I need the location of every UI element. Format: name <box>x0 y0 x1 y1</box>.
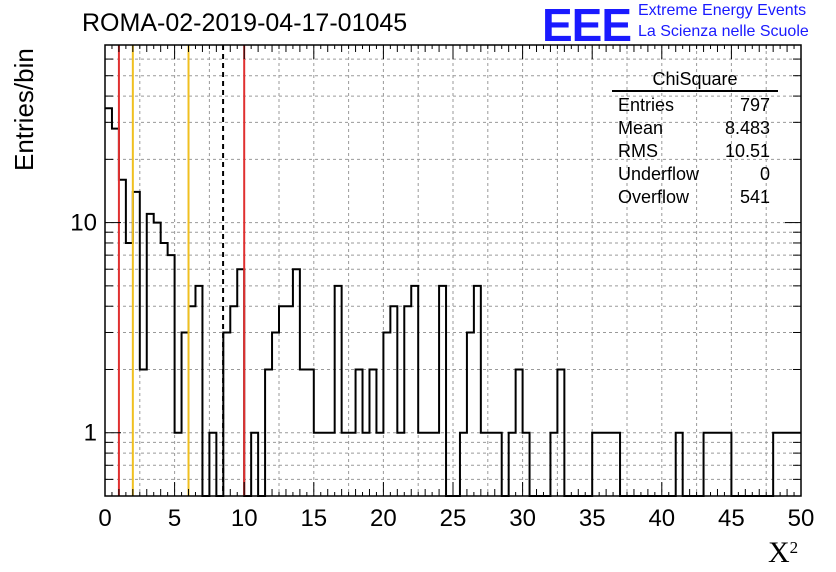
stats-row: Underflow 0 <box>612 163 778 186</box>
stats-value: 797 <box>739 95 770 115</box>
eee-logo-line2: La Scienza nelle Scuole <box>638 23 809 40</box>
stats-row: RMS 10.51 <box>612 140 778 163</box>
stats-label: Underflow <box>618 164 700 184</box>
x-tick-label: 40 <box>648 505 675 532</box>
x-tick-label: 15 <box>300 505 327 532</box>
x-tick-label: 25 <box>440 505 467 532</box>
stats-value: 10.51 <box>724 141 770 161</box>
stats-title: ChiSquare <box>652 69 738 89</box>
eee-logo-line1: Extreme Energy Events <box>638 2 807 19</box>
y-tick-label: 1 <box>84 420 97 447</box>
stats-row: Mean 8.483 <box>612 117 778 140</box>
y-tick-label: 10 <box>70 210 97 237</box>
x-tick-label: 50 <box>788 505 815 532</box>
stats-value: 0 <box>759 164 770 184</box>
x-tick-label: 5 <box>168 505 181 532</box>
eee-logo-letters: EEE <box>542 0 632 51</box>
stats-label: Entries <box>618 95 675 115</box>
x-axis-label: X2 <box>768 536 799 569</box>
stats-divider <box>612 90 778 92</box>
stats-row: Overflow 541 <box>612 186 778 209</box>
x-tick-label: 0 <box>98 505 111 532</box>
stats-label: RMS <box>618 141 658 161</box>
stats-box: ChiSquare Entries 797 Mean 8.483 RMS 10.51 Und… <box>612 68 778 209</box>
stats-rows: Entries 797 Mean 8.483 RMS 10.51 Underflow 0 Ove… <box>612 94 778 209</box>
stats-row: Entries 797 <box>612 94 778 117</box>
x-tick-label: 45 <box>718 505 745 532</box>
x-tick-label: 10 <box>231 505 258 532</box>
stats-label: Overflow <box>618 187 690 207</box>
x-tick-label: 20 <box>370 505 397 532</box>
stats-value: 8.483 <box>724 118 770 138</box>
x-tick-label: 35 <box>579 505 606 532</box>
stats-value: 541 <box>739 187 770 207</box>
x-tick-label: 30 <box>509 505 536 532</box>
stats-label: Mean <box>618 118 664 138</box>
chart-title: ROMA-02-2019-04-17-01045 <box>82 9 408 37</box>
